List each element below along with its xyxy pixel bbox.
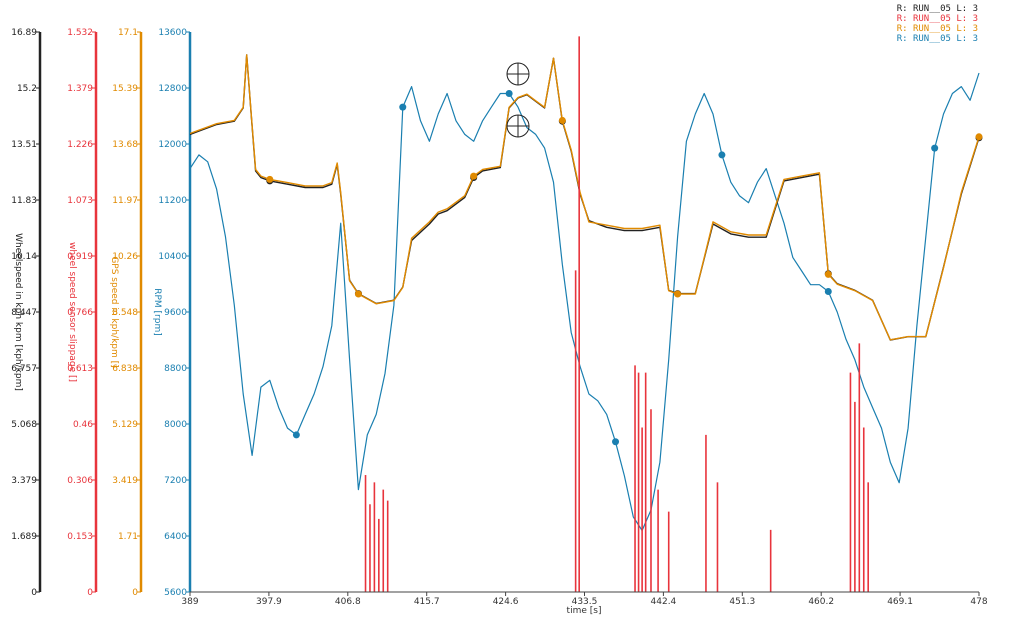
x-tick-label: 424.6: [493, 597, 519, 607]
legend-entry: R: RUN__05 L: 3: [897, 34, 978, 44]
y-tick-label: 5600: [164, 588, 187, 598]
y-tick-label: 3.419: [112, 476, 138, 486]
y-tick-label: 10400: [158, 252, 187, 262]
y-tick-label: 6.757: [11, 364, 37, 374]
series-marker: [266, 175, 274, 183]
y-tick-label: 15.39: [112, 84, 138, 94]
y-tick-label: 0: [31, 588, 37, 598]
x-tick-label: 442.4: [651, 597, 677, 607]
axes-layer: 0 1.689 3.379 5.068 6.757 8.447 10.14 11.83 13.5…: [11, 28, 192, 598]
series-marker: [612, 438, 620, 446]
y-tick-label: 1.226: [67, 140, 93, 150]
y-tick-label: 6400: [164, 532, 187, 542]
y-tick-label: 0.46: [73, 420, 93, 430]
series-marker: [505, 89, 513, 97]
y-axis-label-3: RPM [rpm]: [152, 288, 162, 336]
series-marker: [824, 270, 832, 278]
series-marker: [824, 288, 832, 296]
x-tick-label: 415.7: [414, 597, 440, 607]
series-line-1: [189, 54, 980, 341]
y-tick-label: 12000: [158, 140, 187, 150]
y-tick-label: 9600: [164, 308, 187, 318]
series-line-2: [189, 54, 980, 341]
y-tick-label: 13.68: [112, 140, 138, 150]
series-marker: [470, 172, 478, 180]
y-tick-label: 1.532: [67, 28, 93, 38]
series-marker: [674, 290, 682, 298]
y-tick-label: 13600: [158, 28, 187, 38]
series-line-0: [189, 72, 980, 532]
y-tick-label: 0.613: [67, 364, 93, 374]
y-tick-label: 0.153: [67, 532, 93, 542]
y-tick-label: 0: [87, 588, 93, 598]
legend-entry: R: RUN__05 L: 3: [897, 4, 978, 14]
x-tick-label: 389: [181, 597, 198, 607]
series-marker: [718, 151, 726, 159]
y-axis-label-1: wheel speed sensor slippage []: [67, 242, 77, 382]
y-tick-label: 11.97: [112, 196, 138, 206]
y-tick-label: 1.689: [11, 532, 37, 542]
y-axis-label-0: Wheelspeed in kph kpm [kph/kpm]: [13, 233, 23, 391]
series-layer: [189, 36, 983, 592]
legend-entry: R: RUN__05 L: 3: [897, 24, 978, 34]
y-tick-label: 7200: [164, 476, 187, 486]
y-tick-label: 11200: [158, 196, 187, 206]
y-tick-label: 5.129: [112, 420, 138, 430]
y-tick-label: 16.89: [11, 28, 37, 38]
y-tick-label: 3.379: [11, 476, 37, 486]
x-tick-label: 460.2: [808, 597, 834, 607]
series-marker: [931, 144, 939, 152]
x-tick-label: 469.1: [887, 597, 913, 607]
y-tick-label: 8800: [164, 364, 187, 374]
y-tick-label: 13.51: [11, 140, 37, 150]
y-tick-label: 0.306: [67, 476, 93, 486]
series-marker: [354, 290, 362, 298]
x-tick-label: 397.9: [256, 597, 282, 607]
y-tick-label: 6.838: [112, 364, 138, 374]
legend-entry: R: RUN__05 L: 3: [897, 14, 978, 24]
y-tick-label: 5.068: [11, 420, 37, 430]
series-marker: [975, 133, 983, 141]
y-tick-label: 8000: [164, 420, 187, 430]
x-tick-label: 478: [970, 597, 987, 607]
x-tick-label: 451.3: [729, 597, 755, 607]
y-tick-label: 17.1: [118, 28, 138, 38]
y-tick-label: 12800: [158, 84, 187, 94]
y-tick-label: 8.447: [11, 308, 37, 318]
y-tick-label: 10.14: [11, 252, 37, 262]
legend: R: RUN__05 L: 3R: RUN__05 L: 3R: RUN__05…: [897, 4, 978, 44]
y-tick-label: 1.379: [67, 84, 93, 94]
y-tick-label: 11.83: [11, 196, 37, 206]
y-tick-label: 15.2: [17, 84, 37, 94]
x-tick-label: 433.5: [572, 597, 598, 607]
y-tick-label: 0: [132, 588, 138, 598]
y-tick-label: 0.766: [67, 308, 93, 318]
y-tick-label: 8.548: [112, 308, 138, 318]
series-marker: [292, 431, 300, 439]
series-marker: [558, 116, 566, 124]
x-tick-label: 406.8: [335, 597, 361, 607]
series-marker: [399, 103, 407, 111]
y-tick-label: 1.71: [118, 532, 138, 542]
y-tick-label: 1.073: [67, 196, 93, 206]
x-axis-label: time [s]: [567, 606, 602, 616]
y-tick-label: 0.919: [67, 252, 93, 262]
y-axis-label-2: GPS speed in kph/kpm []: [109, 256, 119, 367]
x-axis: 389 397.9 406.8 415.7 424.6 433.5 442.4 451.3 46…: [181, 591, 988, 607]
y-tick-label: 10.26: [112, 252, 138, 262]
